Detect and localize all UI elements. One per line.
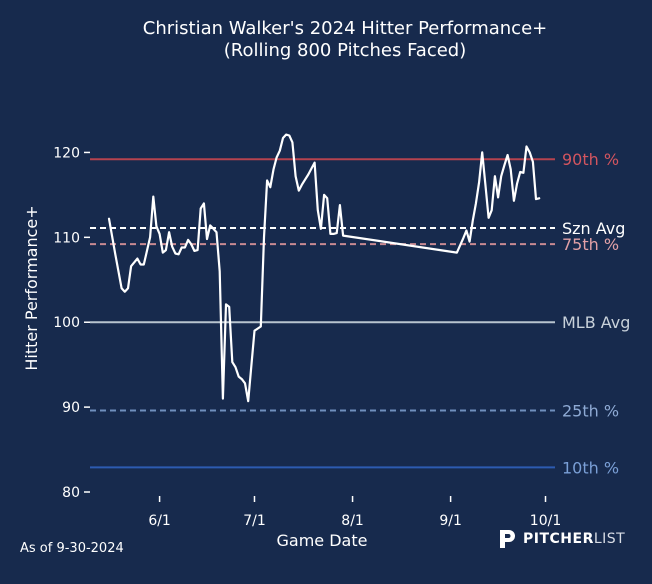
y-axis: 80 90 100 110 120 (53, 145, 90, 501)
x-tick-label: 9/1 (439, 513, 462, 529)
ref-label-10th: 10th % (562, 458, 619, 477)
ref-label-25th: 25th % (562, 402, 619, 421)
ref-label-mlb-avg: MLB Avg (562, 313, 630, 332)
brand-name-bold: PITCHER (523, 531, 594, 547)
ref-label-75th: 75th % (562, 235, 619, 254)
y-axis-label: Hitter Performance+ (22, 205, 41, 370)
y-tick-label: 120 (53, 145, 80, 161)
series-group (107, 133, 541, 403)
brand-name: PITCHERLIST (523, 531, 625, 547)
x-axis: 6/1 7/1 8/1 9/1 10/1 (148, 496, 561, 529)
x-axis-label: Game Date (277, 531, 368, 550)
x-tick-label: 6/1 (148, 513, 171, 529)
x-tick-label: 8/1 (341, 513, 364, 529)
pitcherlist-mark-icon (500, 530, 515, 548)
y-tick-label: 110 (53, 230, 80, 246)
y-tick-label: 100 (53, 315, 80, 331)
pitcherlist-logo: PITCHERLIST (498, 529, 625, 549)
ref-label-90th: 90th % (562, 150, 619, 169)
as-of-note: As of 9-30-2024 (20, 541, 124, 556)
chart-subtitle: (Rolling 800 Pitches Faced) (224, 40, 467, 61)
x-tick-label: 10/1 (530, 513, 561, 529)
y-tick-label: 80 (62, 485, 80, 501)
ref-label-szn-avg: Szn Avg (562, 219, 625, 238)
chart-title: Christian Walker's 2024 Hitter Performan… (143, 18, 547, 39)
y-tick-label: 90 (62, 400, 80, 416)
series-line-christian-walker (107, 133, 541, 403)
x-tick-label: 7/1 (243, 513, 266, 529)
brand-name-light: LIST (593, 531, 626, 547)
